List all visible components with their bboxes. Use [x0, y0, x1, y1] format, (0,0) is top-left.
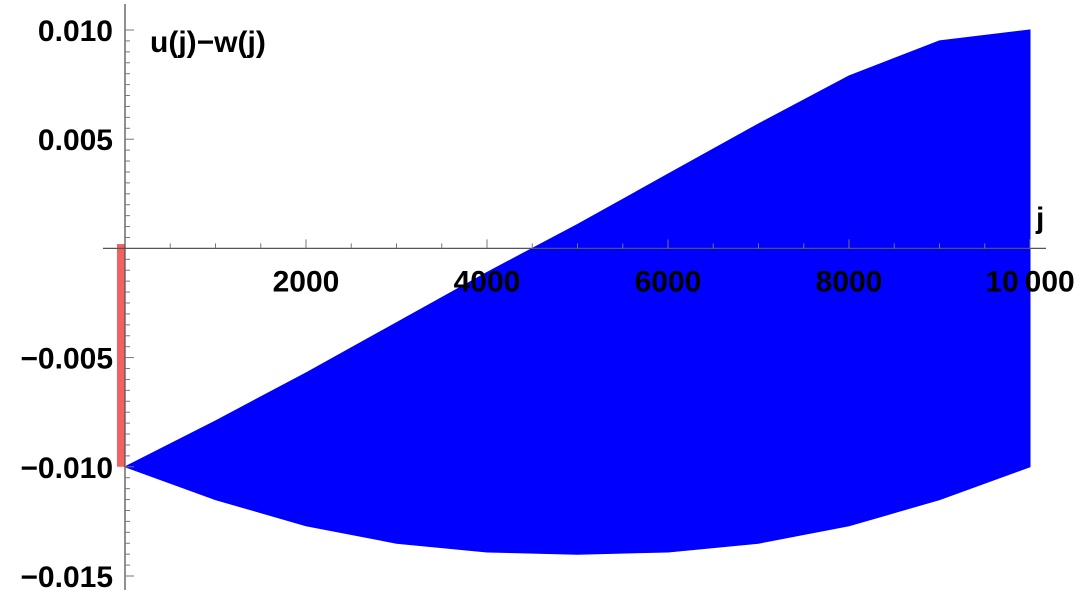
x-tick-label: 6000 [635, 265, 702, 298]
y-tick-label: −0.010 [20, 452, 113, 485]
ticks [125, 29, 1031, 577]
y-axis-label: u(j)−w(j) [150, 26, 266, 59]
x-tick-label: 4000 [454, 265, 521, 298]
highlight-layer [117, 244, 126, 467]
series-band-0 [123, 29, 1031, 555]
band-layer [123, 29, 1031, 555]
x-tick-label: 10 000 [985, 265, 1074, 298]
tick-labels: 2000 4000 6000 8000 10 000 0.010 0.005 −0.005 −0… [20, 15, 1074, 594]
highlight-bar [117, 244, 126, 467]
axes [103, 4, 1046, 590]
y-tick-label: 0.005 [38, 124, 113, 157]
y-tick-label: 0.010 [38, 15, 113, 48]
x-tick-label: 8000 [816, 265, 883, 298]
x-axis-label: j [1035, 202, 1044, 235]
x-tick-label: 2000 [273, 265, 340, 298]
y-tick-label: −0.015 [20, 561, 113, 594]
y-tick-label: −0.005 [20, 343, 113, 376]
